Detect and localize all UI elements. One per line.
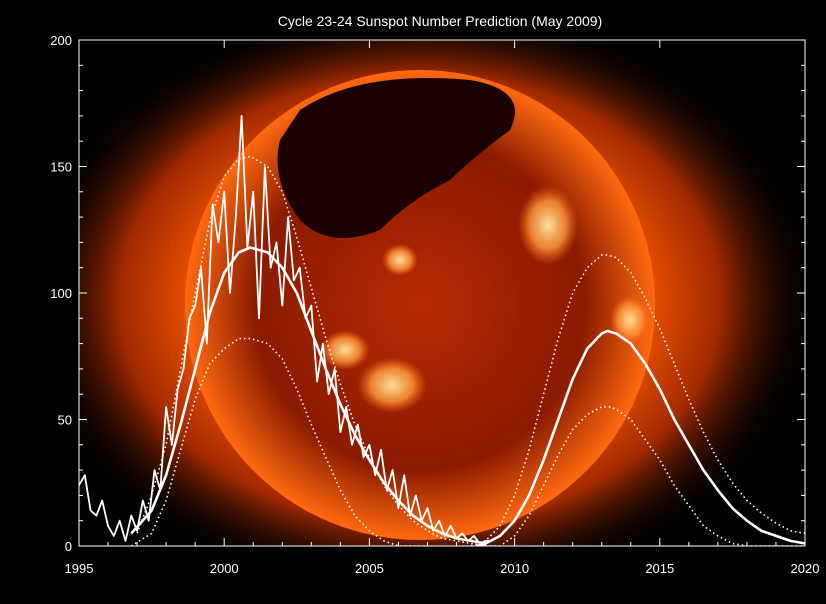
x-tick-label: 2010 [500,561,529,576]
y-tick-label: 50 [58,413,72,428]
x-tick-label: 2005 [355,561,384,576]
series-layer [79,115,805,546]
series-line-smooth-solid-4 [476,329,805,546]
x-tick-label: 2020 [791,561,820,576]
series-line-dotted-upper-5 [470,254,805,546]
series-line-dotted-upper-2 [136,155,486,546]
y-tick-label: 200 [50,33,72,48]
x-tick-label: 2015 [645,561,674,576]
y-tick-label: 150 [50,160,72,175]
series-line-smooth-solid-1 [130,246,486,545]
chart-title: Cycle 23-24 Sunspot Number Prediction (M… [278,13,603,29]
series-line-dotted-lower-3 [130,337,428,546]
sun-background [79,40,805,546]
x-tick-label: 2000 [210,561,239,576]
x-tick-label: 1995 [65,561,94,576]
series-line-jagged-solid-0 [79,115,492,545]
y-tick-label: 0 [65,539,72,554]
y-tick-label: 100 [50,286,72,301]
axis-ticks: 1995 2000 2005 2010 2015 2020 0 50 100 150 200 [50,33,819,576]
